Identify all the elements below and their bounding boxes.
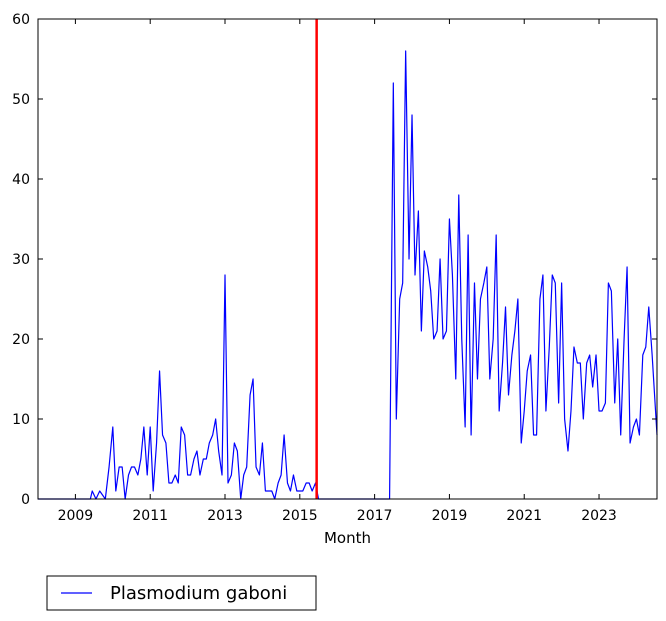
y-tick-label: 50: [12, 92, 30, 108]
x-tick-label: 2017: [357, 508, 393, 524]
x-tick-label: 2015: [282, 508, 318, 524]
legend-label: Plasmodium gaboni: [110, 583, 287, 604]
y-tick-label: 40: [12, 172, 30, 188]
y-tick-label: 10: [12, 412, 30, 428]
x-tick-label: 2013: [207, 508, 243, 524]
series-layer: [38, 50, 658, 500]
legend: Plasmodium gaboni: [46, 575, 317, 611]
x-tick-label: 2019: [432, 508, 468, 524]
x-axis-title: Month: [324, 529, 371, 547]
x-tick-label: 2023: [581, 508, 617, 524]
y-tick-label: 30: [12, 252, 30, 268]
y-tick-label: 60: [12, 12, 30, 28]
x-tick-label: 2011: [132, 508, 168, 524]
x-tick-label: 2021: [506, 508, 542, 524]
y-axis: 0 10 20 30 40 50 60: [12, 12, 657, 508]
y-tick-label: 20: [12, 332, 30, 348]
series-line: [38, 50, 658, 500]
x-axis: 2009 2011 2013 2015 2017 2019 2021 2023: [58, 19, 617, 524]
x-tick-label: 2009: [58, 508, 94, 524]
y-tick-label: 0: [21, 492, 30, 508]
